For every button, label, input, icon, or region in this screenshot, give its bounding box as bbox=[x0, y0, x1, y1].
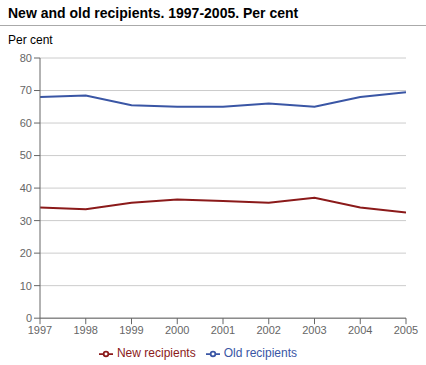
html-text:New recipients: New recipients bbox=[117, 346, 196, 361]
svg-text:1998: 1998 bbox=[74, 324, 98, 336]
html-text:Per cent: Per cent bbox=[8, 33, 53, 47]
svg-text:10: 10 bbox=[20, 280, 32, 292]
svg-text:60: 60 bbox=[20, 117, 32, 129]
svg-text:50: 50 bbox=[20, 149, 32, 161]
svg-text:1997: 1997 bbox=[28, 324, 52, 336]
svg-text:0: 0 bbox=[26, 312, 32, 324]
html-text:Old recipients: Old recipients bbox=[223, 346, 297, 361]
svg-text:2004: 2004 bbox=[348, 324, 372, 336]
svg-text:40: 40 bbox=[20, 182, 32, 194]
html-text:New and old recipients. 1997-2: New and old recipients. 1997-2005. Per c… bbox=[8, 5, 299, 21]
svg-text:2005: 2005 bbox=[394, 324, 418, 336]
svg-text:2002: 2002 bbox=[257, 324, 281, 336]
svg-text:30: 30 bbox=[20, 215, 32, 227]
svg-text:2000: 2000 bbox=[165, 324, 189, 336]
svg-text:1999: 1999 bbox=[119, 324, 143, 336]
svg-text:2003: 2003 bbox=[302, 324, 326, 336]
svg-text:20: 20 bbox=[20, 247, 32, 259]
svg-text:70: 70 bbox=[20, 84, 32, 96]
svg-text:2001: 2001 bbox=[211, 324, 235, 336]
svg-text:80: 80 bbox=[20, 52, 32, 64]
